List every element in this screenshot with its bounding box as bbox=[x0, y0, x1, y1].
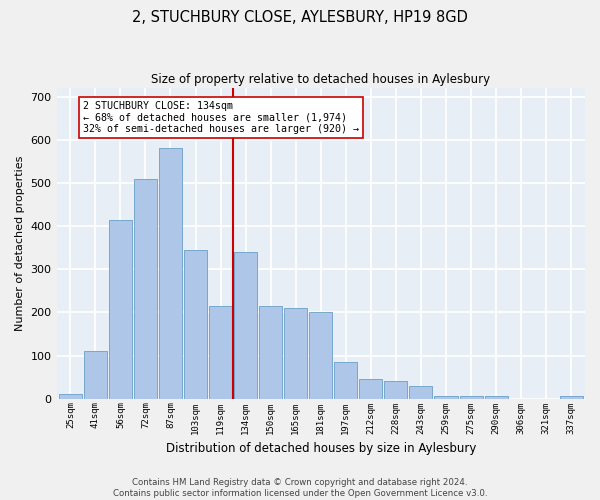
Bar bbox=[84, 351, 107, 399]
Bar bbox=[309, 312, 332, 398]
Y-axis label: Number of detached properties: Number of detached properties bbox=[15, 156, 25, 331]
Bar bbox=[59, 394, 82, 398]
Bar bbox=[434, 396, 458, 398]
Bar bbox=[409, 386, 433, 398]
Text: Contains HM Land Registry data © Crown copyright and database right 2024.
Contai: Contains HM Land Registry data © Crown c… bbox=[113, 478, 487, 498]
Bar bbox=[209, 306, 232, 398]
Text: 2, STUCHBURY CLOSE, AYLESBURY, HP19 8GD: 2, STUCHBURY CLOSE, AYLESBURY, HP19 8GD bbox=[132, 10, 468, 25]
X-axis label: Distribution of detached houses by size in Aylesbury: Distribution of detached houses by size … bbox=[166, 442, 476, 455]
Bar bbox=[334, 362, 358, 399]
Bar bbox=[560, 396, 583, 398]
Bar bbox=[385, 382, 407, 398]
Bar bbox=[134, 178, 157, 398]
Bar bbox=[485, 396, 508, 398]
Bar bbox=[159, 148, 182, 398]
Bar bbox=[259, 306, 282, 398]
Bar bbox=[234, 252, 257, 398]
Bar bbox=[109, 220, 132, 398]
Bar bbox=[284, 308, 307, 398]
Bar bbox=[460, 396, 482, 398]
Text: 2 STUCHBURY CLOSE: 134sqm
← 68% of detached houses are smaller (1,974)
32% of se: 2 STUCHBURY CLOSE: 134sqm ← 68% of detac… bbox=[83, 101, 359, 134]
Title: Size of property relative to detached houses in Aylesbury: Size of property relative to detached ho… bbox=[151, 72, 490, 86]
Bar bbox=[184, 250, 207, 398]
Bar bbox=[359, 379, 382, 398]
